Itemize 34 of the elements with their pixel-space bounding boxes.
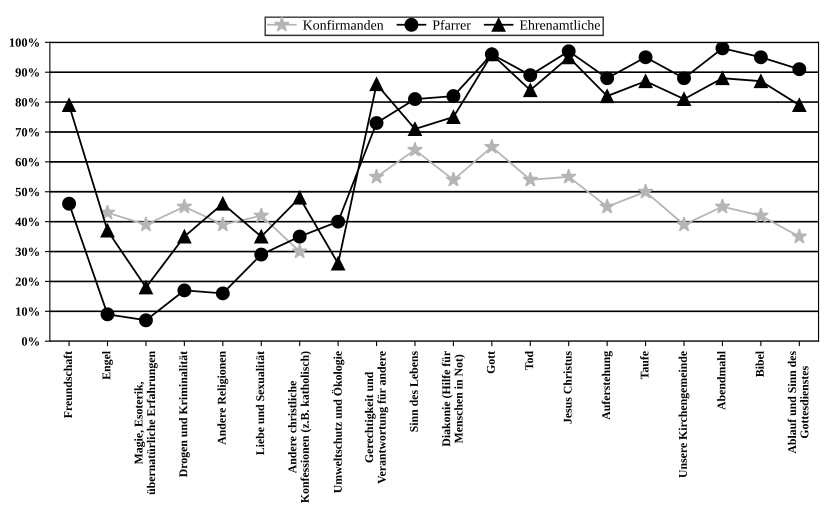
x-tick-label: Andere Religionen — [217, 351, 228, 445]
x-tick-label: Gott — [486, 350, 495, 374]
y-tick-label: 30% — [16, 248, 39, 256]
x-tick-label: Tod — [524, 351, 534, 370]
x-tick-label: Freundschaft — [64, 350, 72, 418]
x-tick-label: Ablauf und Sinn des Gottesdienstes — [788, 351, 808, 454]
x-tick-label: Bibel — [756, 351, 764, 377]
y-tick-label: 60% — [16, 158, 39, 166]
y-tick-label: 40% — [15, 218, 39, 226]
x-tick-label: Liebe und Sexualität — [256, 350, 264, 456]
y-tick-label: 90% — [15, 68, 39, 77]
x-tick-label: Umweltschutz und Ökologie — [332, 351, 344, 493]
x-tick-label: Taufe — [640, 351, 649, 380]
legend-label: Pfarrer — [432, 20, 471, 30]
legend-label: Konfirmanden — [303, 20, 384, 30]
legend-label: Ehrenamtliche — [520, 20, 600, 30]
x-tick-label: Engel — [102, 351, 113, 380]
x-tick-label: Jesus Christus — [563, 351, 572, 424]
y-tick-label: 50% — [16, 188, 39, 196]
x-tick-label: Diakonie (Hilfe für Menschen in Not) — [442, 351, 465, 446]
x-tick-label: Sinn des Lebens — [410, 351, 418, 432]
x-tick-label: Magie, Esoterik, übernatürliche Erfahrungen — [134, 351, 158, 495]
x-tick-label: Unsere Kirchengemeinde — [678, 351, 690, 478]
y-tick-label: 10% — [16, 307, 39, 316]
x-tick-label: Abendmahl — [717, 351, 726, 410]
x-tick-label: Andere christliche Konfessionen (z.B. katholisch) — [288, 351, 312, 503]
x-tick-label: Auferstehung — [602, 351, 613, 420]
x-tick-label: Gerechtigkeit und Verantwortung für andere — [364, 351, 388, 484]
y-tick-label: 80% — [16, 98, 39, 107]
y-tick-label: 0% — [22, 337, 39, 346]
y-tick-label: 20% — [16, 277, 39, 286]
y-tick-label: 70% — [16, 128, 39, 136]
x-tick-label: Drogen und Kriminalität — [178, 350, 190, 478]
y-tick-label: 100% — [10, 38, 39, 47]
